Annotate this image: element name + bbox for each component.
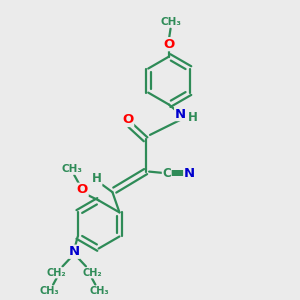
Text: CH₂: CH₂	[82, 268, 102, 278]
Text: C: C	[162, 167, 171, 180]
Text: O: O	[122, 113, 134, 126]
Text: N: N	[184, 167, 195, 180]
Text: O: O	[164, 38, 175, 51]
Text: CH₂: CH₂	[47, 268, 66, 278]
Text: CH₃: CH₃	[40, 286, 59, 296]
Text: CH₃: CH₃	[62, 164, 83, 174]
Text: CH₃: CH₃	[89, 286, 109, 296]
Text: O: O	[77, 183, 88, 196]
Text: N: N	[175, 108, 186, 121]
Text: N: N	[69, 245, 80, 258]
Text: H: H	[92, 172, 102, 185]
Text: H: H	[188, 111, 197, 124]
Text: CH₃: CH₃	[161, 17, 182, 27]
